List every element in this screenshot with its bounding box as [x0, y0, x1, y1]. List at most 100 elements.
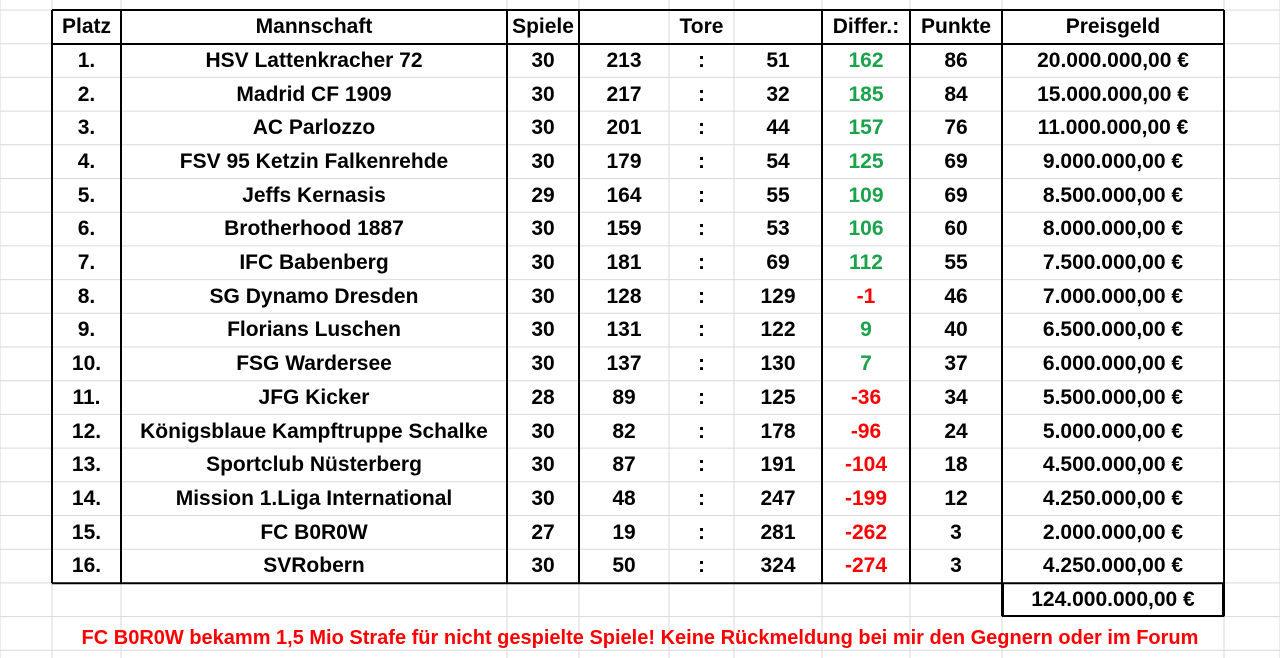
cell-team[interactable]: HSV Lattenkracher 72: [205, 48, 423, 72]
cell-tore-plus[interactable]: 159: [606, 217, 642, 241]
cell-differenz[interactable]: -96: [850, 419, 882, 443]
cell-platz[interactable]: 5.: [77, 183, 96, 207]
cell-tore-minus[interactable]: 32: [766, 82, 790, 106]
cell-tore-minus[interactable]: 125: [760, 385, 796, 409]
cell-team[interactable]: FC B0R0W: [260, 520, 368, 544]
cell-preisgeld[interactable]: 7.000.000,00 €: [1042, 284, 1184, 308]
cell-platz[interactable]: 13.: [71, 453, 102, 477]
cell-differenz[interactable]: 109: [848, 183, 884, 207]
cell-differenz[interactable]: 157: [848, 116, 884, 140]
cell-spiele[interactable]: 29: [531, 183, 555, 207]
cell-platz[interactable]: 3.: [77, 116, 96, 140]
cell-tore-plus[interactable]: 217: [606, 82, 642, 106]
cell-preisgeld[interactable]: 11.000.000,00 €: [1037, 116, 1189, 140]
cell-punkte[interactable]: 46: [944, 284, 968, 308]
cell-preisgeld[interactable]: 5.500.000,00 €: [1042, 385, 1184, 409]
cell-team[interactable]: AC Parlozzo: [252, 116, 376, 140]
cell-preisgeld[interactable]: 4.250.000,00 €: [1042, 486, 1184, 510]
cell-spiele[interactable]: 30: [531, 217, 555, 241]
cell-punkte[interactable]: 69: [944, 183, 968, 207]
cell-tore-minus[interactable]: 129: [760, 284, 796, 308]
cell-tore-minus[interactable]: 55: [766, 183, 790, 207]
cell-team[interactable]: SG Dynamo Dresden: [209, 284, 419, 308]
cell-tore-minus[interactable]: 69: [766, 251, 790, 275]
cell-punkte[interactable]: 60: [944, 217, 968, 241]
cell-platz[interactable]: 12.: [71, 419, 102, 443]
header-platz[interactable]: Platz: [61, 15, 111, 38]
cell-preisgeld[interactable]: 5.000.000,00 €: [1042, 419, 1184, 443]
cell-differenz[interactable]: -104: [844, 453, 888, 477]
cell-team[interactable]: Jeffs Kernasis: [242, 183, 386, 207]
header-tore[interactable]: Tore: [679, 15, 724, 38]
cell-preisgeld[interactable]: 15.000.000,00 €: [1037, 82, 1189, 106]
cell-punkte[interactable]: 37: [944, 352, 968, 376]
cell-differenz[interactable]: -36: [850, 385, 882, 409]
cell-tore-plus[interactable]: 89: [612, 385, 636, 409]
cell-punkte[interactable]: 76: [944, 116, 968, 140]
cell-tore-separator[interactable]: :: [698, 385, 705, 409]
cell-team[interactable]: Florians Luschen: [227, 318, 401, 342]
header-spiele[interactable]: Spiele: [512, 15, 574, 38]
cell-tore-plus[interactable]: 19: [612, 520, 636, 544]
cell-tore-separator[interactable]: :: [698, 554, 705, 578]
cell-tore-plus[interactable]: 82: [612, 419, 636, 443]
cell-punkte[interactable]: 55: [944, 251, 968, 275]
cell-platz[interactable]: 10.: [71, 352, 102, 376]
cell-punkte[interactable]: 24: [944, 419, 968, 443]
header-differenz[interactable]: Differ.:: [832, 15, 900, 38]
total-prize-money[interactable]: 124.000.000,00 €: [1002, 584, 1224, 617]
cell-tore-plus[interactable]: 87: [612, 453, 636, 477]
cell-platz[interactable]: 9.: [77, 318, 96, 342]
cell-team[interactable]: JFG Kicker: [258, 385, 370, 409]
cell-tore-separator[interactable]: :: [698, 48, 705, 72]
cell-tore-plus[interactable]: 128: [606, 284, 642, 308]
cell-punkte[interactable]: 86: [944, 48, 968, 72]
cell-tore-separator[interactable]: :: [698, 217, 705, 241]
cell-tore-plus[interactable]: 201: [606, 116, 642, 140]
cell-preisgeld[interactable]: 6.000.000,00 €: [1042, 352, 1184, 376]
cell-differenz[interactable]: -1: [856, 284, 876, 308]
cell-differenz[interactable]: -199: [844, 486, 888, 510]
cell-punkte[interactable]: 40: [944, 318, 968, 342]
cell-spiele[interactable]: 30: [531, 352, 555, 376]
cell-punkte[interactable]: 84: [944, 82, 968, 106]
cell-punkte[interactable]: 69: [944, 149, 968, 173]
cell-differenz[interactable]: 162: [848, 48, 884, 72]
cell-preisgeld[interactable]: 2.000.000,00 €: [1042, 520, 1184, 544]
cell-spiele[interactable]: 27: [531, 520, 555, 544]
cell-tore-separator[interactable]: :: [698, 284, 705, 308]
cell-team[interactable]: Sportclub Nüsterberg: [206, 453, 422, 477]
cell-preisgeld[interactable]: 8.000.000,00 €: [1042, 217, 1184, 241]
cell-platz[interactable]: 14.: [71, 486, 102, 510]
header-preisgeld[interactable]: Preisgeld: [1065, 15, 1161, 38]
cell-differenz[interactable]: 106: [848, 217, 884, 241]
cell-tore-plus[interactable]: 131: [606, 318, 642, 342]
cell-platz[interactable]: 8.: [77, 284, 96, 308]
cell-tore-separator[interactable]: :: [698, 149, 705, 173]
cell-tore-minus[interactable]: 178: [760, 419, 796, 443]
cell-spiele[interactable]: 30: [531, 116, 555, 140]
cell-differenz[interactable]: 185: [848, 82, 884, 106]
cell-spiele[interactable]: 30: [531, 82, 555, 106]
cell-tore-plus[interactable]: 181: [606, 251, 642, 275]
cell-differenz[interactable]: -262: [844, 520, 888, 544]
cell-differenz[interactable]: 9: [860, 318, 872, 342]
cell-preisgeld[interactable]: 4.500.000,00 €: [1042, 453, 1184, 477]
cell-tore-minus[interactable]: 53: [766, 217, 790, 241]
cell-tore-separator[interactable]: :: [698, 116, 705, 140]
cell-team[interactable]: FSG Wardersee: [236, 352, 392, 376]
cell-preisgeld[interactable]: 9.000.000,00 €: [1042, 149, 1184, 173]
cell-tore-minus[interactable]: 51: [766, 48, 790, 72]
cell-spiele[interactable]: 30: [531, 419, 555, 443]
cell-tore-separator[interactable]: :: [698, 419, 705, 443]
cell-preisgeld[interactable]: 7.500.000,00 €: [1042, 251, 1184, 275]
cell-spiele[interactable]: 30: [531, 318, 555, 342]
cell-tore-separator[interactable]: :: [698, 183, 705, 207]
cell-tore-separator[interactable]: :: [698, 520, 705, 544]
cell-differenz[interactable]: 125: [848, 149, 884, 173]
cell-platz[interactable]: 4.: [77, 149, 96, 173]
cell-platz[interactable]: 16.: [71, 554, 102, 578]
header-punkte[interactable]: Punkte: [920, 15, 991, 38]
cell-team[interactable]: Mission 1.Liga International: [175, 486, 453, 510]
cell-spiele[interactable]: 30: [531, 251, 555, 275]
